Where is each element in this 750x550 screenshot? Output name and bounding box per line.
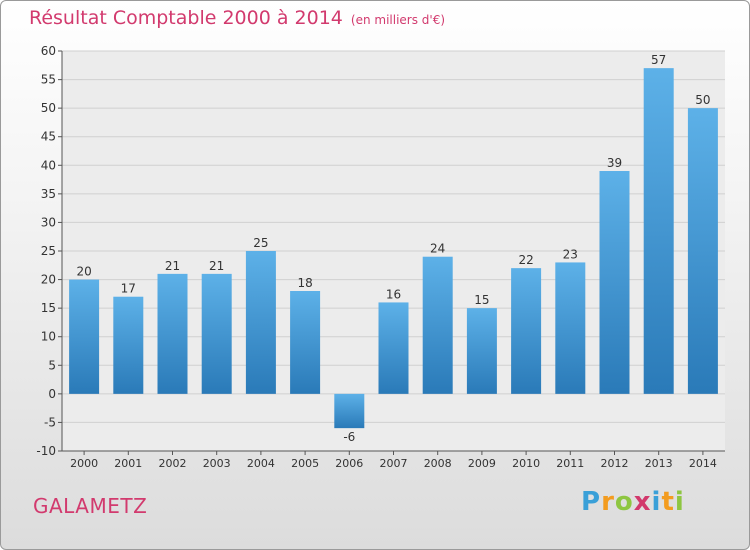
chart-title-main: Résultat Comptable 2000 à 2014 — [29, 7, 343, 29]
x-tick-label: 2011 — [556, 457, 584, 470]
x-tick-label: 2002 — [159, 457, 187, 470]
x-tick-label: 2004 — [247, 457, 275, 470]
y-tick-label: 35 — [41, 187, 56, 201]
x-tick-label: 2008 — [424, 457, 452, 470]
commune-name: GALAMETZ — [33, 494, 148, 518]
logo-letter: P — [581, 487, 602, 517]
value-label: 24 — [430, 242, 445, 256]
value-label: -6 — [343, 430, 355, 444]
chart-subtitle: (en milliers d'€) — [350, 13, 446, 27]
bars — [69, 68, 718, 429]
bar — [378, 302, 409, 394]
y-tick-label: -10 — [36, 444, 56, 458]
y-tick-label: 15 — [41, 301, 56, 315]
x-tick-label: 2000 — [70, 457, 98, 470]
value-label: 20 — [76, 265, 91, 279]
bar — [555, 262, 586, 394]
bar — [157, 273, 188, 394]
bar — [113, 296, 144, 394]
y-tick-label: -5 — [44, 415, 56, 429]
y-tick-label: 0 — [48, 387, 56, 401]
logo-letter: r — [601, 487, 615, 517]
x-tick-label: 2006 — [335, 457, 363, 470]
y-axis: -10 -5 0 5 10 15 20 25 30 35 40 45 50 55 60 — [36, 44, 63, 458]
value-label: 21 — [209, 259, 224, 273]
bar — [643, 68, 674, 394]
y-tick-label: 40 — [41, 158, 56, 172]
value-label: 39 — [607, 156, 622, 170]
bar — [290, 291, 321, 394]
value-label: 23 — [563, 247, 578, 261]
y-tick-label: 55 — [41, 73, 56, 87]
x-tick-label: 2014 — [689, 457, 717, 470]
y-tick-label: 10 — [41, 330, 56, 344]
x-axis: 2000 2001 2002 2003 2004 2005 2006 2007 2008 2009… — [62, 450, 725, 470]
value-labels: 20 17 21 21 25 18 -6 16 24 15 22 23 39 57 50 — [76, 53, 710, 444]
value-label: 21 — [165, 259, 180, 273]
y-tick-label: 50 — [41, 101, 56, 115]
value-label: 16 — [386, 287, 401, 301]
proxiti-logo: Proxiti — [581, 487, 685, 517]
y-tick-label: 5 — [48, 358, 56, 372]
bar — [422, 256, 453, 394]
y-tick-label: 60 — [41, 44, 56, 58]
value-label: 17 — [121, 282, 136, 296]
bar — [245, 251, 276, 394]
x-tick-label: 2007 — [380, 457, 408, 470]
bar — [511, 268, 542, 394]
bar — [201, 273, 232, 394]
x-tick-label: 2001 — [114, 457, 142, 470]
bar — [466, 308, 497, 394]
bar — [687, 108, 718, 394]
y-tick-label: 20 — [41, 273, 56, 287]
logo-letter: t — [661, 487, 675, 517]
logo-letter: x — [633, 487, 652, 517]
x-tick-label: 2005 — [291, 457, 319, 470]
value-label: 25 — [253, 236, 268, 250]
chart-title: Résultat Comptable 2000 à 2014 (en millie… — [29, 7, 445, 29]
y-tick-label: 30 — [41, 215, 56, 229]
value-label: 15 — [474, 293, 489, 307]
logo-letter: o — [614, 487, 634, 517]
x-tick-label: 2010 — [512, 457, 540, 470]
value-label: 18 — [297, 276, 312, 290]
logo-letter: i — [651, 487, 662, 517]
bar — [334, 393, 365, 429]
x-tick-label: 2009 — [468, 457, 496, 470]
x-tick-label: 2003 — [203, 457, 231, 470]
y-tick-label: 25 — [41, 244, 56, 258]
x-tick-label: 2013 — [645, 457, 673, 470]
value-label: 57 — [651, 53, 666, 67]
y-tick-label: 45 — [41, 130, 56, 144]
logo-letter: i — [674, 487, 685, 517]
x-tick-label: 2012 — [601, 457, 629, 470]
bar — [69, 279, 100, 394]
value-label: 22 — [518, 253, 533, 267]
value-label: 50 — [695, 93, 710, 107]
bar — [599, 171, 630, 394]
